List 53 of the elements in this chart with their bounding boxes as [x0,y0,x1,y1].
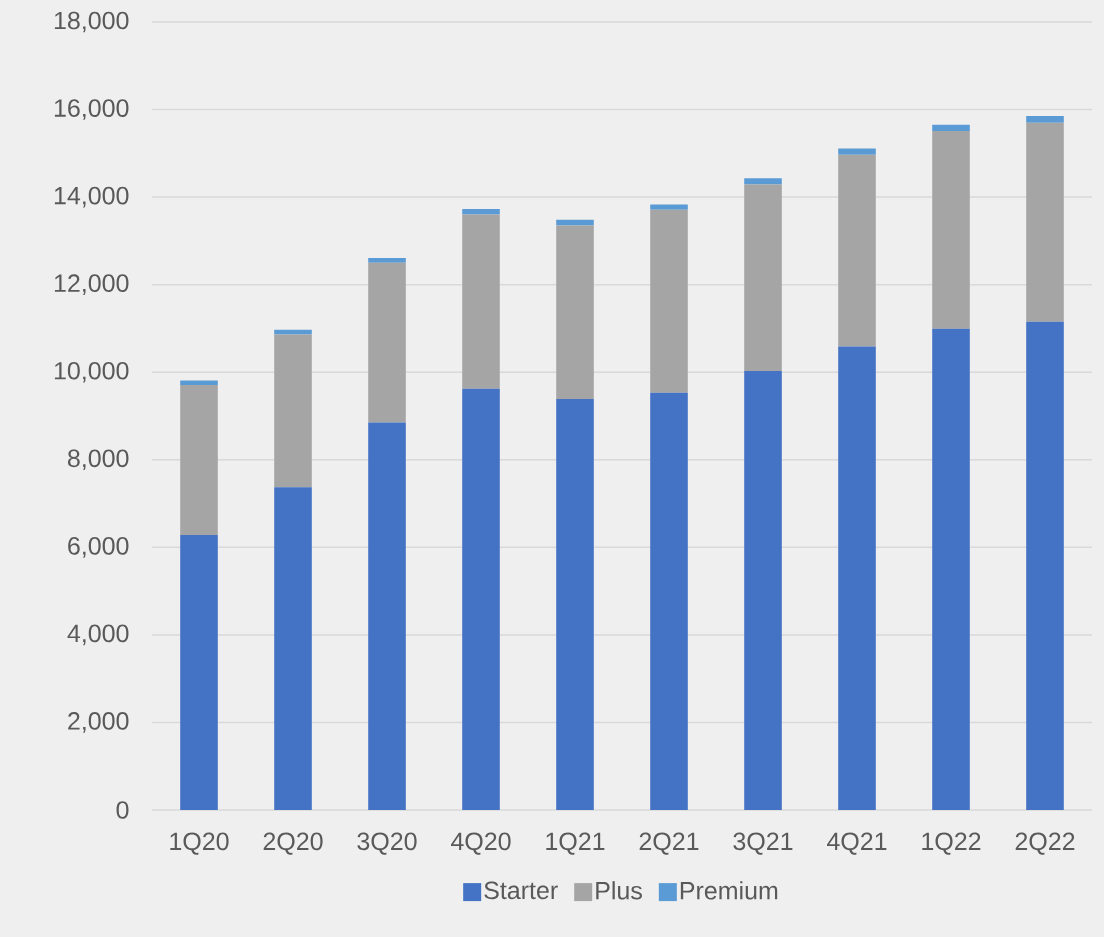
y-tick-label: 16,000 [54,99,129,120]
bar [274,334,312,488]
bar [744,178,782,185]
bar [744,370,782,810]
bar [650,204,688,210]
x-tick-label: 4Q21 [827,832,887,855]
bar [838,148,876,155]
bar [1026,116,1064,123]
bar [932,124,970,131]
bar [556,398,594,810]
bar [368,262,406,423]
bar [462,388,500,810]
legend-label: Premium [680,881,778,900]
x-tick-label: 1Q21 [546,832,605,855]
x-tick-label: 1Q22 [922,832,981,855]
bar [180,384,218,536]
bar [274,329,312,335]
bar [180,380,218,385]
bar [462,214,500,389]
bar [462,208,500,215]
y-tick-label: 0 [116,801,129,819]
y-tick-label: 14,000 [54,186,129,208]
bar [838,154,876,347]
x-tick-label: 2Q22 [1015,832,1075,855]
x-tick-label: 3Q21 [733,832,793,855]
x-tick-label: 4Q20 [451,832,511,855]
bar [838,346,876,810]
bar [932,131,970,329]
y-tick-label: 8,000 [67,449,129,471]
x-tick-label: 2Q20 [263,832,323,855]
bar [650,392,688,810]
y-tick-label: 4,000 [67,624,129,646]
legend-label: Plus [596,881,642,900]
bar [1026,122,1064,322]
bar [274,487,312,810]
x-tick-label: 2Q21 [639,832,699,855]
bar [650,209,688,393]
bar [1026,321,1064,810]
y-tick-label: 12,000 [54,274,129,295]
y-tick-label: 2,000 [68,712,129,733]
bar [180,535,218,810]
y-tick-label: 18,000 [54,11,129,33]
x-tick-label: 3Q20 [357,832,417,855]
bar [556,219,594,226]
bar [368,257,406,263]
bar [368,422,406,810]
y-tick-label: 6,000 [68,537,129,558]
bar [744,184,782,371]
bar [932,328,970,810]
legend-label: Starter [484,881,558,900]
y-tick-label: 10,000 [54,361,129,383]
x-tick-label: 1Q20 [170,832,229,855]
bar [556,225,594,399]
